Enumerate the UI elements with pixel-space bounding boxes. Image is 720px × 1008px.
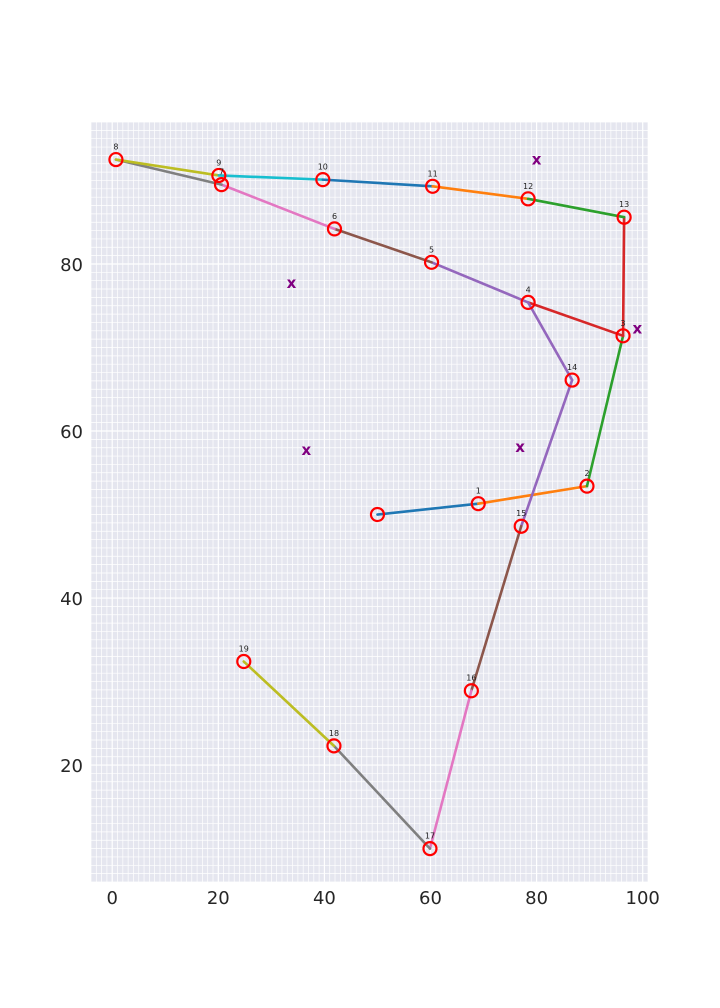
point-label: 8 — [113, 143, 118, 152]
point-label: 10 — [318, 163, 328, 172]
point-marker — [213, 177, 230, 193]
point-marker — [615, 328, 631, 344]
path-segment — [321, 178, 434, 188]
x-marker: x — [633, 319, 643, 337]
point-marker — [422, 840, 438, 857]
point-marker — [211, 167, 227, 184]
path-segment — [585, 334, 625, 488]
point-label: 11 — [428, 169, 438, 178]
y-tick-label: 80 — [60, 255, 83, 276]
x-marker: x — [302, 441, 312, 459]
point-label: 2 — [584, 469, 589, 478]
point-marker — [315, 172, 331, 188]
x-tick-label: 0 — [106, 888, 117, 909]
path-segment — [430, 261, 530, 304]
point-marker — [369, 506, 386, 523]
point-marker — [513, 518, 529, 534]
point-label: 17 — [425, 832, 435, 841]
y-tick-label: 40 — [60, 589, 83, 610]
point-label: 18 — [329, 729, 339, 738]
point-marker — [564, 372, 580, 388]
path-segment — [217, 174, 325, 181]
point-label: 5 — [429, 245, 434, 254]
point-marker — [236, 653, 252, 670]
path-segment — [519, 378, 574, 528]
path-segment — [621, 215, 626, 338]
path-segment — [526, 197, 626, 219]
point-marker — [425, 178, 441, 194]
point-markers — [108, 151, 632, 857]
point-marker — [326, 221, 343, 237]
path-segment — [376, 502, 480, 516]
x-marker: x — [287, 274, 297, 292]
point-label: 19 — [239, 645, 249, 654]
x-axis-tick-labels: 0 20 40 60 80 100 — [106, 888, 659, 909]
point-label: 4 — [526, 285, 531, 294]
x-tick-label: 40 — [313, 888, 336, 909]
x-tick-label: 80 — [525, 888, 548, 909]
x-marker: x — [532, 151, 542, 169]
path-segment — [114, 158, 223, 186]
x-tick-label: 100 — [626, 888, 660, 909]
point-marker — [579, 478, 595, 494]
y-axis-tick-labels: 20 40 60 80 — [60, 255, 83, 777]
path-segment — [526, 301, 625, 338]
point-label: 3 — [621, 319, 626, 328]
x-markers: x x x x x — [287, 151, 643, 460]
point-marker — [616, 209, 632, 225]
point-label: 7 — [219, 168, 224, 177]
point-label: 13 — [619, 200, 629, 209]
point-marker — [423, 254, 440, 270]
point-marker — [520, 191, 536, 207]
point-label: 9 — [216, 158, 221, 167]
path-segment — [332, 744, 432, 850]
point-marker — [520, 294, 536, 310]
point-label: 15 — [516, 509, 526, 518]
path-segment — [114, 158, 221, 177]
y-tick-label: 20 — [60, 756, 83, 777]
path-segment — [526, 301, 574, 382]
path-segment — [220, 183, 336, 231]
point-label: 14 — [567, 363, 577, 372]
plot-background — [91, 122, 648, 882]
path-segment — [431, 185, 530, 201]
x-tick-label: 20 — [207, 888, 230, 909]
path-segment — [333, 227, 433, 264]
point-label: 1 — [476, 487, 481, 496]
point-label: 16 — [466, 674, 476, 683]
x-marker: x — [515, 438, 525, 456]
path-segment — [470, 524, 523, 693]
y-tick-label: 60 — [60, 422, 83, 443]
x-tick-label: 60 — [419, 888, 442, 909]
point-label: 6 — [332, 212, 337, 221]
path-segments — [114, 158, 626, 850]
path-segment — [428, 689, 473, 850]
point-marker — [470, 496, 486, 512]
point-label: 12 — [523, 182, 533, 191]
path-segment — [242, 660, 336, 748]
point-marker — [108, 151, 124, 168]
point-marker — [463, 683, 479, 699]
point-marker — [326, 738, 342, 754]
